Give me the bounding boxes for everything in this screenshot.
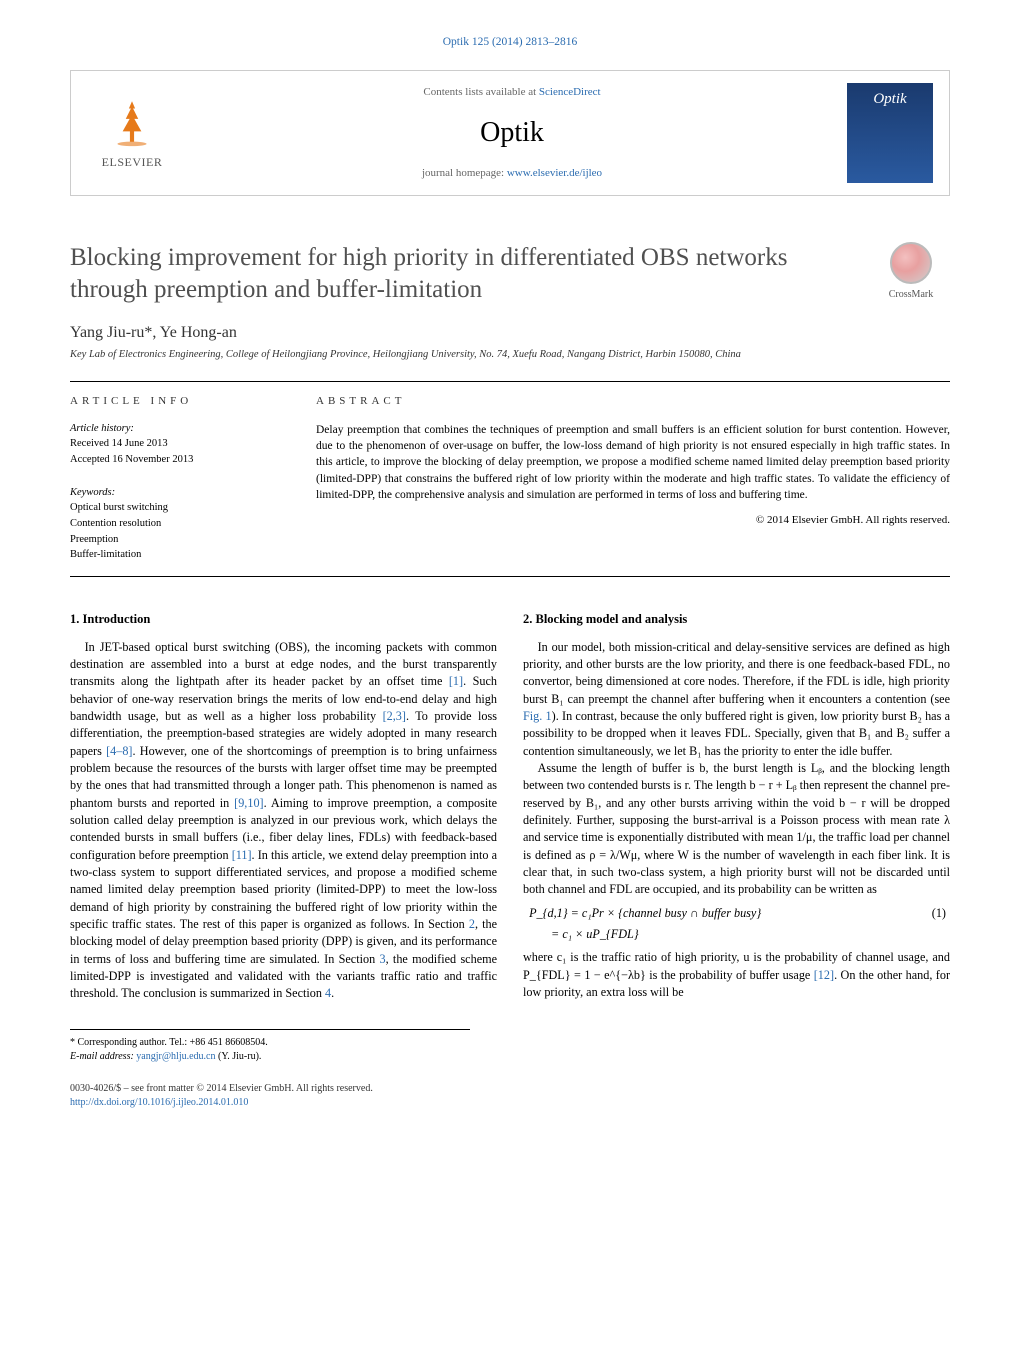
- citation-link[interactable]: [9,10]: [234, 796, 263, 810]
- section-2-heading: 2. Blocking model and analysis: [523, 611, 950, 629]
- keywords-heading: Keywords:: [70, 486, 288, 501]
- abstract-heading: abstract: [316, 394, 950, 409]
- abstract-text: Delay preemption that combines the techn…: [316, 422, 950, 504]
- accepted-line: Accepted 16 November 2013: [70, 453, 288, 468]
- abstract-block: abstract Delay preemption that combines …: [302, 382, 950, 576]
- affiliation-line: Key Lab of Electronics Engineering, Coll…: [70, 348, 950, 363]
- contents-available-line: Contents lists available at ScienceDirec…: [185, 85, 839, 100]
- corresponding-email-line: E-mail address: yangjr@hlju.edu.cn (Y. J…: [70, 1050, 470, 1064]
- citation-link[interactable]: [4–8]: [106, 744, 132, 758]
- article-title: Blocking improvement for high priority i…: [70, 242, 872, 306]
- article-info-heading: article info: [70, 394, 288, 409]
- history-heading: Article history:: [70, 422, 288, 437]
- section-1-paragraph: In JET-based optical burst switching (OB…: [70, 639, 497, 1003]
- journal-cover-thumbnail: Optik: [847, 83, 933, 183]
- email-link[interactable]: yangjr@hlju.edu.cn: [136, 1051, 215, 1062]
- bottom-meta: 0030-4026/$ – see front matter © 2014 El…: [70, 1082, 950, 1110]
- figure-link[interactable]: Fig. 1: [523, 709, 552, 723]
- citation-link[interactable]: [1]: [449, 674, 463, 688]
- section-2-paragraph-1: In our model, both mission-critical and …: [523, 639, 950, 760]
- section-1-heading: 1. Introduction: [70, 611, 497, 629]
- journal-banner: ELSEVIER Contents lists available at Sci…: [70, 70, 950, 196]
- front-matter-line: 0030-4026/$ – see front matter © 2014 El…: [70, 1082, 950, 1096]
- authors-line: Yang Jiu-ru*, Ye Hong-an: [70, 322, 950, 344]
- doi-link[interactable]: http://dx.doi.org/10.1016/j.ijleo.2014.0…: [70, 1097, 248, 1108]
- article-info-row: article info Article history: Received 1…: [70, 382, 950, 577]
- keyword-item: Preemption: [70, 533, 288, 548]
- equation-1-body: P_{d,1} = c₁Pr × {channel busy ∩ buffer …: [523, 905, 761, 944]
- crossmark-icon: [890, 242, 932, 284]
- keyword-item: Optical burst switching: [70, 501, 288, 516]
- running-header: Optik 125 (2014) 2813–2816: [0, 0, 1020, 60]
- body-columns: 1. Introduction In JET-based optical bur…: [70, 611, 950, 1009]
- banner-center: Contents lists available at ScienceDirec…: [177, 85, 847, 181]
- keyword-item: Contention resolution: [70, 517, 288, 532]
- sciencedirect-link[interactable]: ScienceDirect: [539, 86, 601, 98]
- abstract-copyright: © 2014 Elsevier GmbH. All rights reserve…: [316, 513, 950, 528]
- journal-homepage-link[interactable]: www.elsevier.de/ijleo: [507, 167, 602, 179]
- title-block: Blocking improvement for high priority i…: [70, 242, 950, 306]
- citation-text: Optik 125 (2014) 2813–2816: [443, 36, 577, 48]
- keyword-item: Buffer-limitation: [70, 548, 288, 563]
- corresponding-tel: * Corresponding author. Tel.: +86 451 86…: [70, 1036, 470, 1050]
- elsevier-tree-icon: [106, 96, 158, 148]
- crossmark-label: CrossMark: [889, 289, 933, 300]
- citation-link[interactable]: [12]: [814, 968, 834, 982]
- publisher-name: ELSEVIER: [102, 154, 163, 171]
- equation-1: P_{d,1} = c₁Pr × {channel busy ∩ buffer …: [523, 905, 950, 944]
- corresponding-author-footnote: * Corresponding author. Tel.: +86 451 86…: [70, 1029, 470, 1064]
- citation-link[interactable]: [11]: [232, 848, 252, 862]
- received-line: Received 14 June 2013: [70, 437, 288, 452]
- citation-link[interactable]: [2,3]: [383, 709, 406, 723]
- crossmark-badge[interactable]: CrossMark: [872, 242, 950, 302]
- article-info-left: article info Article history: Received 1…: [70, 382, 302, 576]
- section-2-paragraph-3: where c₁ is the traffic ratio of high pr…: [523, 949, 950, 1001]
- publisher-block: ELSEVIER: [87, 96, 177, 171]
- homepage-line: journal homepage: www.elsevier.de/ijleo: [185, 166, 839, 181]
- equation-1-number: (1): [932, 905, 950, 922]
- section-2-paragraph-2: Assume the length of buffer is b, the bu…: [523, 760, 950, 899]
- cover-label: Optik: [873, 89, 906, 110]
- journal-name: Optik: [185, 113, 839, 152]
- keywords-block: Keywords: Optical burst switching Conten…: [70, 486, 288, 563]
